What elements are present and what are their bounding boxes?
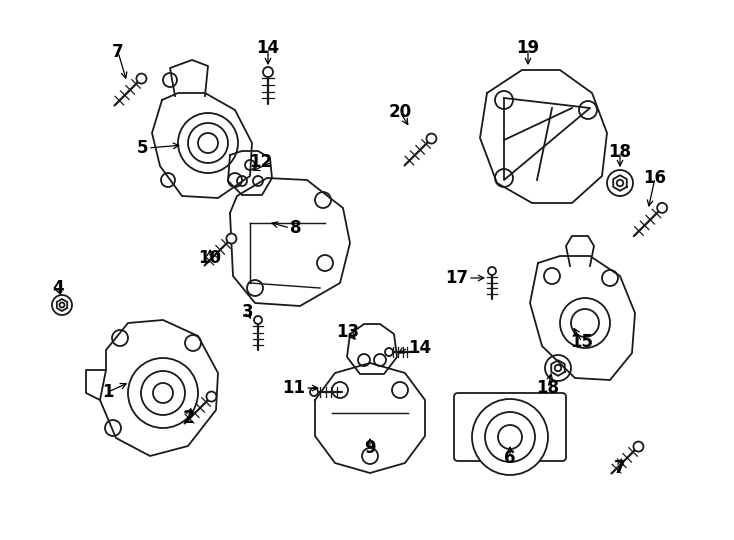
Text: 2: 2 xyxy=(182,409,194,427)
Text: 6: 6 xyxy=(504,449,516,467)
Circle shape xyxy=(426,133,437,144)
Text: 1: 1 xyxy=(102,383,114,401)
Circle shape xyxy=(310,388,318,396)
Circle shape xyxy=(617,180,623,186)
Text: 19: 19 xyxy=(517,39,539,57)
Circle shape xyxy=(488,267,496,275)
Text: 7: 7 xyxy=(112,43,124,61)
Text: 10: 10 xyxy=(198,249,222,267)
Circle shape xyxy=(607,170,633,196)
Circle shape xyxy=(254,316,262,324)
Text: 15: 15 xyxy=(570,333,594,351)
Text: 18: 18 xyxy=(608,143,631,161)
Text: 16: 16 xyxy=(644,169,666,187)
Circle shape xyxy=(545,355,571,381)
Text: 13: 13 xyxy=(336,323,360,341)
Circle shape xyxy=(555,364,562,372)
Text: 17: 17 xyxy=(445,269,468,287)
Text: 4: 4 xyxy=(52,279,64,297)
Circle shape xyxy=(137,73,147,84)
Circle shape xyxy=(385,348,393,356)
Circle shape xyxy=(226,234,236,244)
Circle shape xyxy=(263,67,273,77)
Circle shape xyxy=(633,442,644,451)
Text: 11: 11 xyxy=(282,379,305,397)
Text: 8: 8 xyxy=(290,219,302,237)
Text: 18: 18 xyxy=(537,379,559,397)
Circle shape xyxy=(52,295,72,315)
Text: 7: 7 xyxy=(614,459,626,477)
Circle shape xyxy=(59,302,65,307)
Text: 14: 14 xyxy=(408,339,431,357)
Text: 3: 3 xyxy=(242,303,254,321)
Circle shape xyxy=(206,392,217,402)
Text: 9: 9 xyxy=(364,439,376,457)
Circle shape xyxy=(657,203,667,213)
Text: 12: 12 xyxy=(249,153,272,171)
Text: 14: 14 xyxy=(256,39,280,57)
Text: 5: 5 xyxy=(137,139,148,157)
Circle shape xyxy=(472,399,548,475)
FancyBboxPatch shape xyxy=(454,393,566,461)
Text: 20: 20 xyxy=(388,103,412,121)
